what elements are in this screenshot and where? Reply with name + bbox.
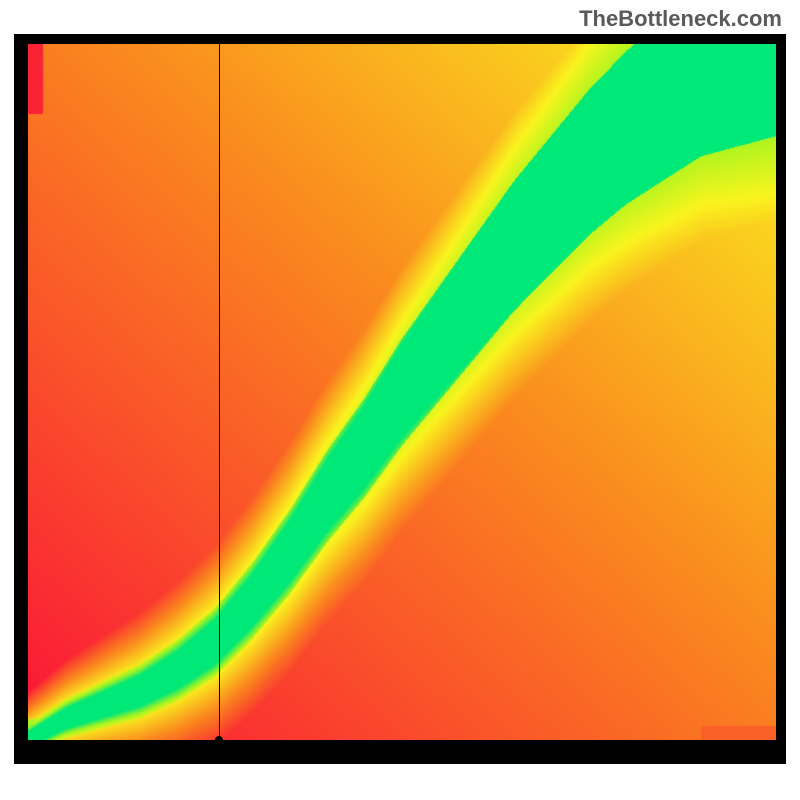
heatmap-canvas: [28, 44, 776, 740]
crosshair-marker-dot: [215, 736, 223, 744]
crosshair-vertical: [219, 44, 220, 740]
chart-frame: [14, 34, 786, 764]
plot-area: [28, 44, 776, 740]
watermark-text: TheBottleneck.com: [579, 6, 782, 32]
crosshair-horizontal: [28, 740, 776, 741]
